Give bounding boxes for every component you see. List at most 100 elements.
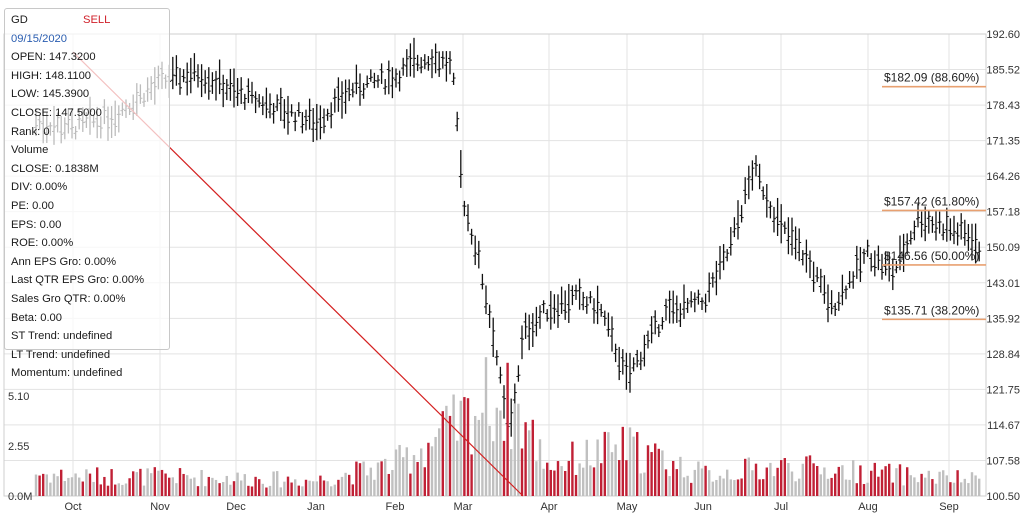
price-bar — [786, 217, 791, 255]
volume-bar — [380, 461, 383, 496]
price-bar — [736, 200, 740, 240]
price-bar — [844, 285, 848, 300]
volume-bar — [186, 475, 189, 496]
volume-bar — [870, 470, 873, 496]
volume-bar — [772, 476, 776, 496]
volume-bar — [114, 484, 117, 496]
price-bar — [793, 226, 798, 260]
price-tick-label: 114.67 — [987, 420, 1020, 432]
volume-bar — [416, 461, 419, 496]
volume-bar — [765, 467, 768, 496]
price-bar — [926, 210, 931, 234]
stat-beta: Beta: 0.00 — [11, 311, 63, 324]
price-bar — [707, 272, 712, 303]
volume-bar — [877, 476, 880, 496]
time-axis: Oct Nov Dec Jan Feb Mar Apr May Jun Jul Aug Sep — [64, 501, 958, 513]
price-bar — [494, 350, 499, 366]
volume-bar — [855, 483, 858, 496]
price-bar — [440, 51, 445, 69]
price-bar — [700, 297, 704, 311]
stat-open: OPEN: 147.3200 — [11, 51, 96, 64]
price-bar — [289, 104, 294, 117]
price-bar — [858, 247, 863, 283]
fibonacci-label: $135.71 (38.20%) — [884, 303, 979, 317]
volume-bar — [934, 483, 938, 496]
price-bar — [721, 244, 726, 271]
price-bar — [653, 310, 658, 335]
price-bar — [916, 203, 920, 228]
volume-bar — [495, 407, 498, 496]
stat-sales-growth-qtr: Sales Gro QTR: 0.00% — [11, 292, 126, 305]
volume-bar — [171, 477, 174, 496]
volume-bar — [142, 485, 146, 496]
volume-bar — [643, 472, 646, 496]
volume-bar — [409, 473, 412, 496]
price-bar — [743, 177, 748, 205]
price-bar — [595, 285, 600, 325]
price-bar — [775, 197, 780, 237]
volume-bar — [135, 472, 138, 496]
price-bar — [815, 266, 820, 283]
volume-bar — [445, 405, 448, 496]
volume-bar — [700, 468, 704, 496]
price-bar — [638, 351, 643, 371]
stat-eps: EPS: 0.00 — [11, 218, 62, 231]
stat-rank: Rank: 0 — [11, 125, 50, 138]
price-bar — [282, 99, 287, 129]
price-bar — [214, 70, 218, 101]
volume-bar — [319, 475, 322, 496]
volume-bar — [427, 442, 430, 496]
price-bar — [970, 223, 974, 261]
volume-bar — [880, 469, 884, 496]
price-bar — [322, 108, 326, 134]
price-bar — [746, 165, 751, 200]
price-bar — [944, 207, 949, 242]
price-bar — [286, 95, 290, 135]
volume-axis: 0.0M 2.55 5.10 — [8, 391, 32, 503]
volume-bar — [189, 478, 192, 496]
volume-bar — [348, 474, 351, 496]
stat-close: CLOSE: 147.5000 — [11, 106, 102, 119]
volume-bar — [394, 449, 398, 496]
month-tick-label: Mar — [454, 501, 473, 513]
volume-bar — [294, 479, 297, 496]
volume-bar — [610, 452, 614, 496]
volume-bar — [927, 470, 930, 496]
volume-bar — [214, 479, 218, 496]
volume-bar — [517, 403, 520, 496]
volume-bar — [373, 479, 376, 496]
volume-bar — [726, 469, 729, 496]
price-bar — [872, 250, 877, 277]
price-bar — [750, 160, 755, 191]
price-bar — [556, 294, 560, 328]
price-bar — [692, 292, 697, 313]
volume-bar — [780, 460, 783, 496]
volume-bar — [823, 467, 826, 496]
volume-bar — [92, 481, 95, 496]
volume-bar — [549, 469, 552, 496]
price-bar — [739, 205, 744, 223]
volume-bar — [891, 482, 894, 496]
price-tick-label: 164.26 — [986, 171, 1020, 183]
volume-bar — [751, 470, 754, 496]
volume-bar — [844, 479, 848, 496]
volume-bar — [81, 481, 84, 496]
volume-bar — [42, 473, 45, 496]
stat-pe: PE: 0.00 — [11, 199, 54, 212]
quote-info-panel: GD SELL 09/15/2020 OPEN: 147.3200 HIGH: … — [4, 8, 170, 379]
volume-bar — [650, 452, 653, 496]
price-bar — [304, 109, 308, 131]
price-bar — [170, 56, 175, 90]
volume-bar — [578, 463, 581, 496]
price-tick-label: 100.50 — [986, 491, 1020, 503]
volume-bar — [675, 469, 678, 496]
price-bar — [242, 93, 247, 110]
price-bar — [757, 163, 762, 190]
volume-bar — [654, 443, 657, 496]
price-bar — [545, 309, 550, 322]
volume-bar — [96, 467, 99, 496]
price-tick-label: 107.58 — [986, 455, 1020, 467]
volume-bar — [546, 462, 549, 496]
price-bar — [246, 78, 251, 104]
price-bar — [710, 272, 715, 288]
